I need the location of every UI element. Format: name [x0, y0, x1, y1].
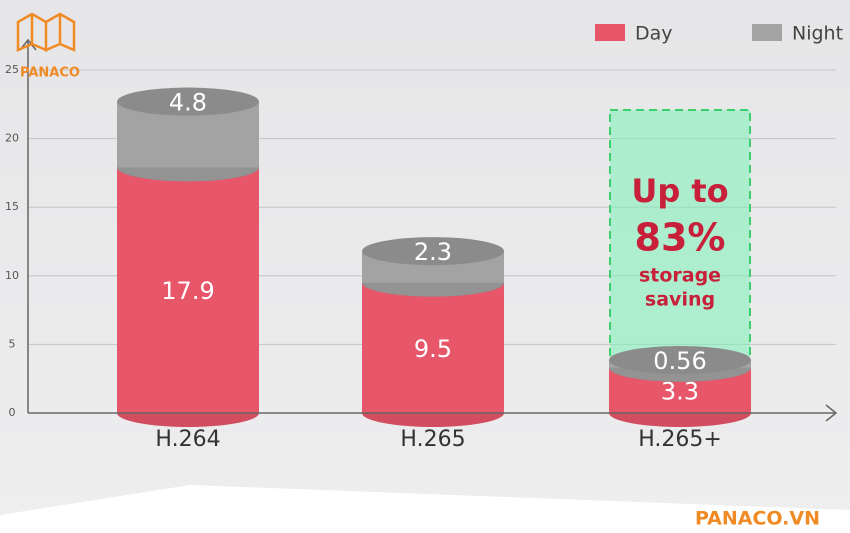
- y-tick-label: 15: [5, 200, 19, 213]
- value-label: 2.3: [414, 238, 452, 266]
- logo-icon: [16, 12, 76, 52]
- logo-text: PANACO: [20, 66, 80, 81]
- x-tick-label: H.265+: [638, 427, 722, 452]
- annotation-text: storage: [639, 265, 721, 287]
- annotation-text: 83%: [635, 216, 726, 260]
- legend-swatch: [595, 24, 625, 41]
- value-label: 4.8: [169, 89, 207, 117]
- segment-body: [117, 167, 259, 413]
- footer-text: PANACO.VN: [695, 508, 820, 530]
- value-label: 3.3: [661, 377, 699, 405]
- segment-top: [609, 346, 751, 375]
- segment-top: [117, 87, 259, 116]
- annotation-text: saving: [645, 289, 715, 311]
- value-label: 9.5: [414, 335, 452, 363]
- y-tick-label: 20: [5, 132, 19, 145]
- y-tick-label: 25: [5, 63, 19, 76]
- plot-area: 0 5 10 15 20 25 H.264 17.9 4.8 H.265 9.5 2.3 H.265+ 3…: [5, 63, 836, 452]
- y-tick-label: 0: [9, 406, 16, 419]
- background-wedge: [0, 485, 850, 533]
- segment-top: [362, 237, 504, 266]
- value-label: 0.56: [653, 347, 706, 375]
- logo: PANACO: [16, 12, 80, 81]
- x-tick-label: H.264: [155, 427, 220, 452]
- x-tick-label: H.265: [400, 427, 465, 452]
- legend-label: Day: [635, 23, 673, 45]
- legend-swatch: [752, 24, 782, 41]
- y-tick-label: 5: [9, 337, 16, 350]
- y-tick-label: 10: [5, 269, 19, 282]
- x-axis-arrow: [825, 404, 838, 422]
- value-label: 17.9: [161, 277, 214, 305]
- segment-body: [362, 282, 504, 413]
- annotation-text: Up to: [631, 172, 728, 210]
- legend-label: Night: [792, 23, 843, 45]
